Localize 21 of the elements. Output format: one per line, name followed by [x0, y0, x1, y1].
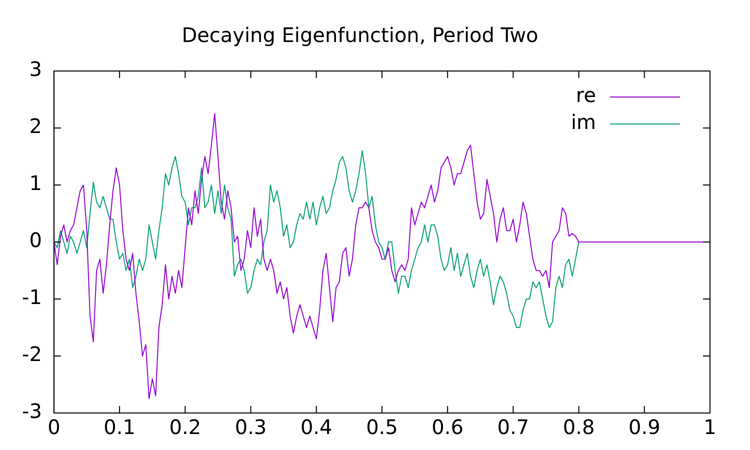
y-tick-label: -2: [22, 342, 42, 366]
x-tick-label: 0.9: [628, 415, 660, 440]
x-tick-label: 0.5: [366, 415, 398, 440]
x-tick-label: 0.3: [234, 415, 267, 440]
x-tick-label: 0.1: [104, 415, 136, 440]
y-tick-label: 1: [29, 171, 42, 196]
x-tick-label: 0: [48, 415, 60, 440]
x-tick-label: 1: [704, 415, 716, 440]
y-tick-label: 0: [29, 228, 42, 252]
chart-title: Decaying Eigenfunction, Period Two: [182, 23, 538, 48]
y-tick-label: 2: [29, 114, 42, 138]
legend-label: re: [576, 83, 596, 108]
y-tick-label: 3: [29, 57, 42, 82]
x-tick-label: 0.2: [169, 415, 202, 440]
legend-label: im: [570, 110, 596, 134]
x-tick-label: 0.8: [562, 415, 595, 440]
x-tick-label: 0.6: [432, 415, 464, 440]
y-tick-label: -3: [22, 399, 42, 424]
x-tick-label: 0.4: [300, 415, 332, 440]
x-tick-label: 0.7: [497, 415, 530, 440]
y-tick-label: -1: [22, 285, 42, 310]
